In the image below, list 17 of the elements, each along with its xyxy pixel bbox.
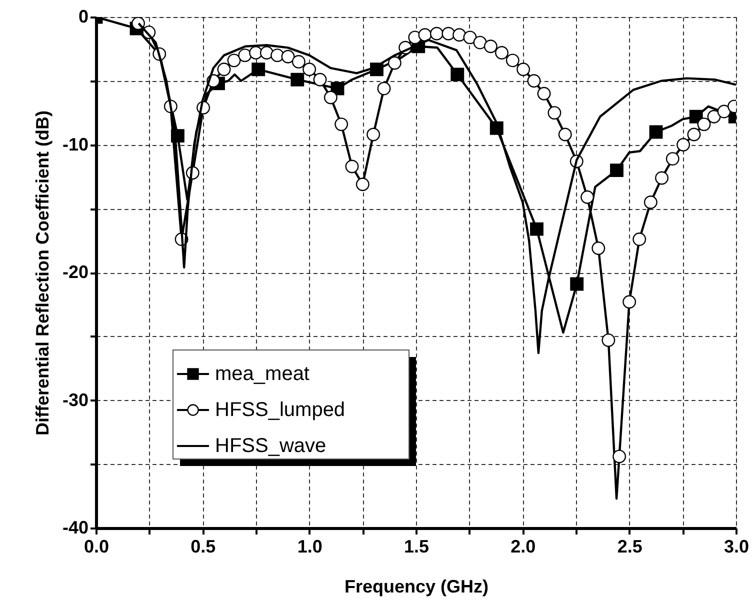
x-tick-label: 0.0 [84, 536, 110, 556]
y-tick-label: -30 [62, 390, 88, 410]
legend-label: HFSS_lumped [215, 399, 346, 421]
y-tick-label: -40 [62, 518, 88, 538]
x-tick-label: 2.0 [510, 536, 536, 556]
x-tick-label: 0.5 [190, 536, 216, 556]
x-tick-label: 1.0 [297, 536, 322, 556]
legend-label: HFSS_wave [215, 435, 326, 457]
y-axis-title: Differential Reflection Coefficient (dB) [32, 110, 52, 436]
x-tick-label: 2.5 [617, 536, 642, 556]
x-axis-title: Frequency (GHz) [344, 576, 489, 596]
y-tick-label: -10 [62, 134, 88, 154]
y-tick-label: 0 [78, 6, 88, 26]
x-tick-label: 3.0 [724, 536, 750, 556]
y-tick-label: -20 [62, 262, 88, 282]
legend-label: mea_meat [215, 363, 310, 385]
x-tick-label: 1.5 [404, 536, 430, 556]
